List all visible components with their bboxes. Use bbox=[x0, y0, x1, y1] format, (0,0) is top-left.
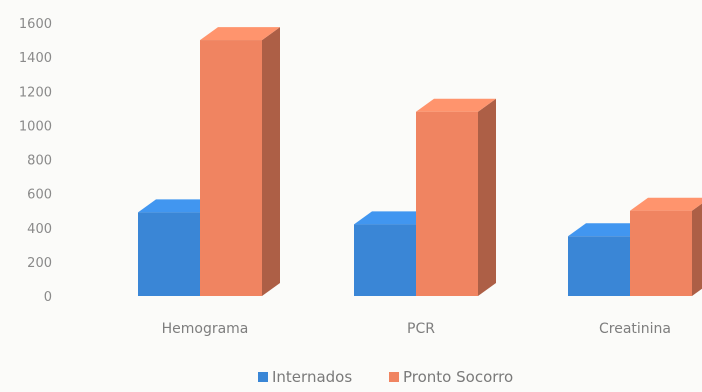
bar-internados-hemograma bbox=[138, 212, 200, 296]
y-tick-label: 1400 bbox=[19, 51, 52, 66]
bar-pronto-socorro-hemograma bbox=[200, 40, 262, 296]
x-tick-label: Creatinina bbox=[599, 321, 671, 337]
y-tick-label: 400 bbox=[27, 222, 52, 237]
y-tick-label: 200 bbox=[27, 256, 52, 271]
bar-internados-creatinina bbox=[568, 236, 630, 296]
legend-swatch-internados bbox=[258, 372, 268, 382]
bar-pronto-socorro-pcr-top bbox=[416, 98, 496, 112]
bar-internados-pcr bbox=[354, 224, 416, 296]
legend-label: Pronto Socorro bbox=[403, 368, 513, 386]
y-tick-label: 1200 bbox=[19, 85, 52, 100]
bar-internados-hemograma-top bbox=[138, 199, 218, 213]
bar-internados-pcr-top bbox=[354, 211, 434, 225]
legend-swatch-pronto-socorro bbox=[389, 372, 399, 382]
y-tick-label: 1000 bbox=[19, 119, 52, 134]
y-tick-label: 1600 bbox=[19, 17, 52, 32]
legend-label: Internados bbox=[272, 368, 352, 386]
bar-internados-creatinina-top bbox=[568, 223, 648, 237]
bar-pronto-socorro-hemograma-top bbox=[200, 27, 280, 41]
y-tick-label: 0 bbox=[44, 290, 52, 305]
bar-pronto-socorro-hemograma-side bbox=[262, 27, 280, 296]
x-tick-label: Hemograma bbox=[162, 321, 249, 337]
x-tick-label: PCR bbox=[407, 321, 435, 337]
bar-pronto-socorro-pcr bbox=[416, 111, 478, 296]
y-tick-label: 800 bbox=[27, 154, 52, 169]
bar-pronto-socorro-creatinina-side bbox=[692, 203, 702, 296]
bar-pronto-socorro-creatinina bbox=[630, 210, 692, 296]
y-tick-label: 600 bbox=[27, 188, 52, 203]
bar-pronto-socorro-creatinina-top bbox=[630, 197, 702, 211]
bar-pronto-socorro-pcr-side bbox=[478, 98, 496, 296]
